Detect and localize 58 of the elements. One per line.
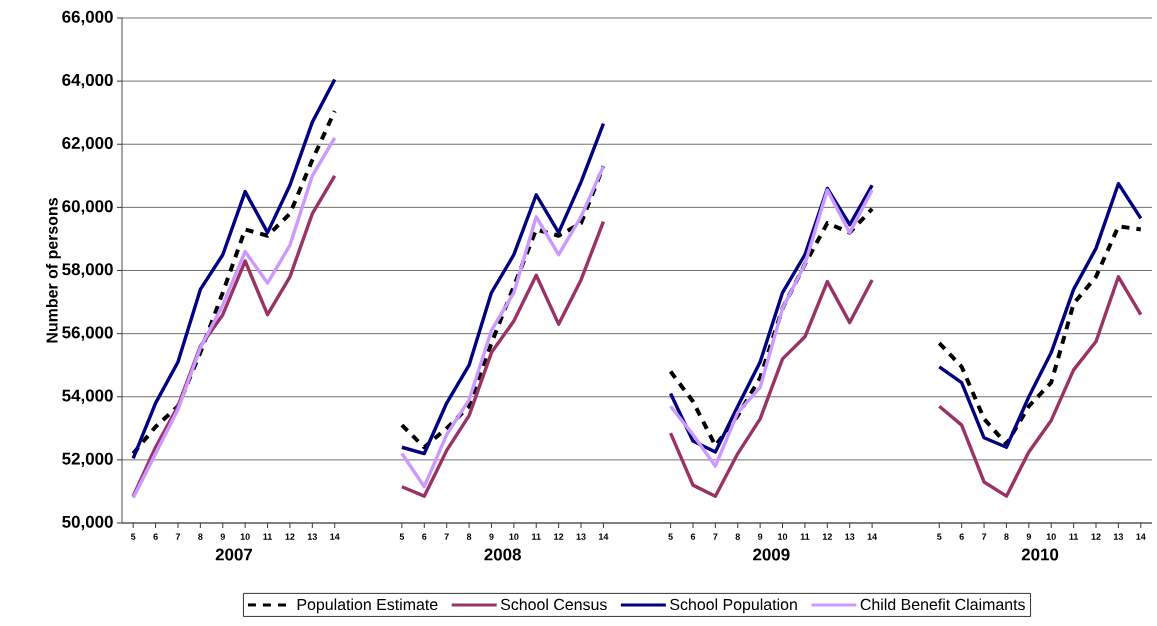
x-tick-label: 12 (1091, 533, 1101, 540)
x-tick-label: 10 (1046, 533, 1056, 540)
x-tick-label: 7 (444, 533, 449, 540)
x-tick-label: 7 (713, 533, 718, 540)
x-tick-label: 5 (130, 533, 136, 540)
text: 2008 (484, 548, 521, 561)
x-tick-label: 9 (220, 533, 225, 540)
x-tick-label: 8 (735, 533, 740, 540)
y-tick-label: 64,000 (62, 73, 113, 89)
x-tick-label: 9 (489, 533, 494, 540)
x-tick-label: 11 (263, 533, 273, 540)
x-tick-label: 7 (175, 533, 181, 540)
text: 2009 (753, 548, 790, 561)
x-tick-label: 5 (668, 533, 673, 540)
x-tick-label: 8 (1004, 533, 1009, 540)
x-tick-label: 13 (1113, 533, 1124, 540)
x-tick-label: 6 (690, 533, 696, 540)
x-tick-label: 9 (1026, 533, 1031, 540)
legend-label: School Census (500, 598, 607, 611)
legend-label: School Population (670, 598, 797, 614)
y-tick-label: 58,000 (62, 263, 113, 278)
y-tick-label: 52,000 (62, 452, 113, 468)
y-tick-label: 60,000 (62, 200, 113, 215)
x-tick-label: 10 (778, 533, 788, 540)
text: 2007 (215, 548, 253, 561)
x-tick-label: 14 (867, 533, 878, 540)
x-tick-label: 10 (509, 533, 519, 540)
x-tick-label: 8 (466, 533, 472, 540)
y-tick-label: 56,000 (62, 326, 113, 341)
x-tick-label: 12 (822, 533, 832, 540)
y-tick-label: 66,000 (62, 10, 113, 26)
y-tick-label: 62,000 (62, 137, 113, 152)
x-tick-label: 5 (937, 533, 942, 540)
x-tick-label: 13 (845, 533, 855, 540)
x-tick-label: 8 (198, 533, 203, 540)
x-tick-label: 6 (422, 533, 427, 540)
legend-label: Child Benefit Claimants (860, 598, 1025, 611)
x-tick-label: 7 (981, 533, 987, 540)
x-tick-label: 11 (1069, 533, 1079, 540)
y-tick-label: 54,000 (62, 389, 113, 404)
y-tick-label: 50,000 (62, 515, 113, 531)
legend-label: Population Estimate (297, 598, 438, 614)
x-tick-label: 13 (576, 533, 586, 540)
text: 2010 (1021, 548, 1059, 561)
x-tick-label: 10 (240, 533, 250, 540)
x-tick-label: 14 (598, 533, 609, 540)
x-tick-label: 13 (307, 533, 317, 540)
x-tick-label: 14 (330, 533, 340, 540)
x-tick-label: 11 (800, 533, 810, 540)
y-axis-title: Number of persons (45, 198, 61, 343)
x-tick-label: 12 (285, 533, 295, 540)
x-tick-label: 6 (153, 533, 158, 540)
x-tick-label: 12 (554, 533, 564, 540)
x-tick-label: 9 (757, 533, 763, 540)
x-tick-label: 11 (532, 533, 541, 540)
x-tick-label: 5 (399, 533, 405, 540)
x-tick-label: 14 (1136, 533, 1146, 540)
x-tick-label: 6 (959, 533, 964, 540)
